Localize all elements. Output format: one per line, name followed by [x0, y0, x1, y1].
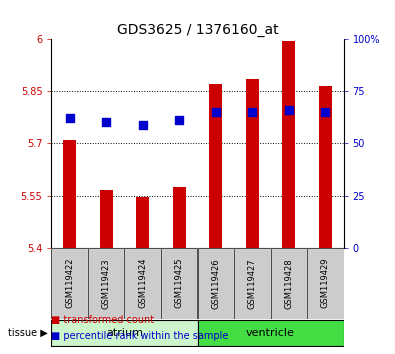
Point: [286, 107, 292, 113]
Bar: [124, 248, 161, 319]
Text: ■ percentile rank within the sample: ■ percentile rank within the sample: [51, 331, 229, 341]
Point: [322, 109, 329, 115]
Point: [213, 109, 219, 115]
Text: atrium: atrium: [106, 328, 143, 338]
Text: GSM119428: GSM119428: [284, 258, 293, 309]
Bar: [136, 197, 149, 248]
Text: GSM119424: GSM119424: [138, 258, 147, 308]
Bar: [234, 248, 271, 319]
Bar: [173, 187, 186, 248]
Text: GSM119429: GSM119429: [321, 258, 330, 308]
Bar: [124, 248, 161, 319]
Text: GSM119426: GSM119426: [211, 258, 220, 309]
Bar: [63, 140, 76, 248]
Text: tissue ▶: tissue ▶: [8, 328, 47, 338]
Bar: [51, 248, 88, 319]
Bar: [271, 248, 307, 319]
Text: GSM119425: GSM119425: [175, 258, 184, 308]
Point: [249, 109, 256, 115]
Bar: [161, 248, 198, 319]
Title: GDS3625 / 1376160_at: GDS3625 / 1376160_at: [117, 23, 278, 36]
Bar: [209, 84, 222, 248]
Bar: [234, 248, 271, 319]
Bar: [282, 41, 295, 248]
Point: [139, 122, 146, 127]
Text: GSM119423: GSM119423: [102, 258, 111, 309]
Bar: [100, 190, 113, 248]
Bar: [198, 248, 234, 319]
Point: [176, 118, 182, 123]
Text: ■ transformed count: ■ transformed count: [51, 315, 154, 325]
Bar: [51, 248, 88, 319]
Bar: [88, 248, 124, 319]
Text: GSM119422: GSM119422: [65, 258, 74, 308]
Bar: [161, 248, 198, 319]
Point: [66, 115, 73, 121]
Bar: [319, 86, 332, 248]
Point: [103, 120, 109, 125]
Bar: [246, 79, 259, 248]
Bar: [307, 248, 344, 319]
Text: GSM119427: GSM119427: [248, 258, 257, 309]
Bar: [198, 248, 234, 319]
Bar: [51, 320, 198, 346]
Bar: [307, 248, 344, 319]
Text: ventricle: ventricle: [246, 328, 295, 338]
Bar: [198, 320, 344, 346]
Bar: [88, 248, 124, 319]
Bar: [271, 248, 307, 319]
